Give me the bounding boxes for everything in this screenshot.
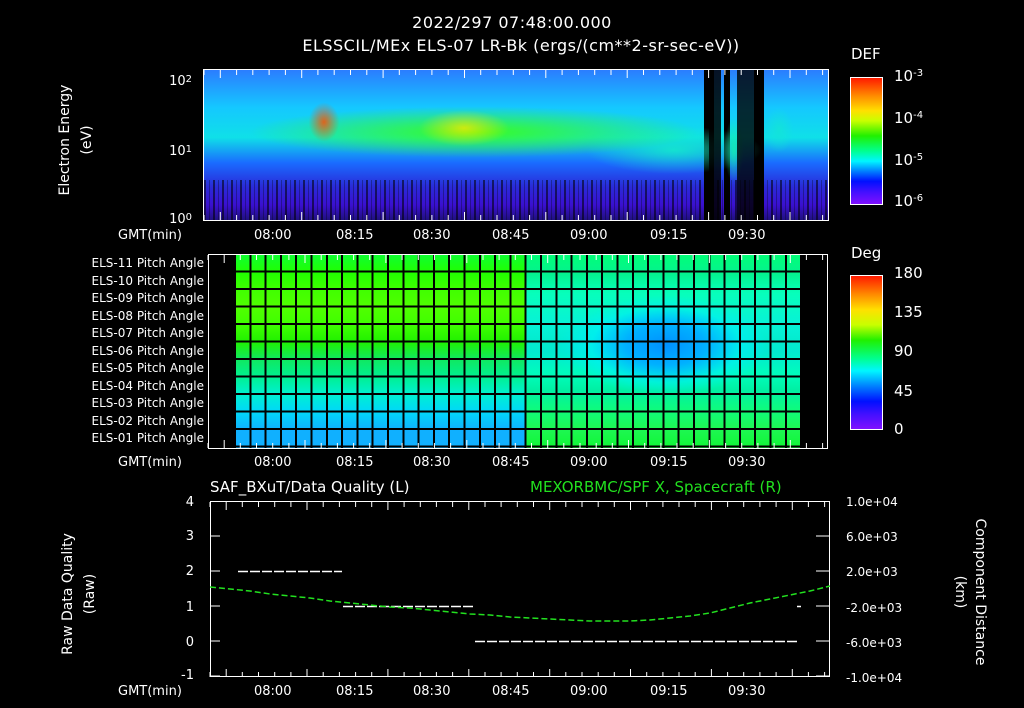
energy-ytick-10: 101 xyxy=(169,144,192,159)
deg-label-180: 180 xyxy=(894,264,923,282)
row-label-els-07: ELS-07 Pitch Angle xyxy=(91,326,204,340)
plot-subtitle: ELSSCIL/MEx ELS-07 LR-Bk (ergs/(cm**2-sr… xyxy=(302,36,740,55)
def-label-1e-3: 10-3 xyxy=(894,67,924,85)
left-minor-ticks xyxy=(210,501,830,677)
plot-timestamp: 2022/297 07:48:00.000 xyxy=(412,13,612,32)
deg-label-135: 135 xyxy=(894,303,923,321)
energy-plot-frame xyxy=(203,69,829,221)
def-colorbar xyxy=(850,77,883,205)
xaxis-label-p1: GMT(min) xyxy=(118,228,182,243)
spectrogram-gap-2 xyxy=(737,70,755,220)
row-label-els-01: ELS-01 Pitch Angle xyxy=(91,431,204,445)
row-label-els-10: ELS-10 Pitch Angle xyxy=(91,273,204,288)
pitch-grid-lines xyxy=(236,255,802,448)
def-label-1e-5: 10-5 xyxy=(894,151,924,169)
pitch-angle-plot-frame xyxy=(208,254,828,449)
panel3-right-title: MEXORBMC/SPF X, Spacecraft (R) xyxy=(530,478,782,496)
line-plot-svg xyxy=(210,501,830,677)
deg-colorbar-title: Deg xyxy=(851,244,882,262)
pitch-angle-grid[interactable] xyxy=(236,255,802,448)
pitch-angle-row-labels: ELS-11 Pitch Angle ELS-10 Pitch Angle EL… xyxy=(0,256,204,448)
energy-ytick-1: 100 xyxy=(169,212,192,227)
row-label-els-06: ELS-06 Pitch Angle xyxy=(91,343,204,358)
deg-colorbar xyxy=(850,275,883,430)
quality-series xyxy=(238,570,801,643)
spf-x-series xyxy=(210,585,830,622)
line-plot-frame[interactable] xyxy=(210,501,830,677)
row-label-els-08: ELS-08 Pitch Angle xyxy=(91,308,204,323)
row-label-els-04: ELS-04 Pitch Angle xyxy=(91,378,204,393)
def-label-1e-6: 10-6 xyxy=(894,192,924,210)
deg-label-45: 45 xyxy=(894,382,914,400)
row-label-els-02: ELS-02 Pitch Angle xyxy=(91,413,204,428)
def-label-1e-4: 10-4 xyxy=(894,109,924,127)
row-label-els-05: ELS-05 Pitch Angle xyxy=(91,361,204,375)
panel3-left-title: SAF_BXuT/Data Quality (L) xyxy=(210,478,410,496)
def-colorbar-title: DEF xyxy=(851,45,881,63)
spectrogram-gap-1 xyxy=(709,70,721,220)
row-label-els-11: ELS-11 Pitch Angle xyxy=(91,256,204,270)
energy-spectrogram[interactable] xyxy=(204,70,828,220)
energy-ytick-100: 102 xyxy=(169,74,192,89)
row-label-els-09: ELS-09 Pitch Angle xyxy=(91,291,204,305)
deg-label-90: 90 xyxy=(894,342,914,360)
spectrogram-noise-band xyxy=(204,180,828,220)
xaxis-label-p3: GMT(min) xyxy=(118,684,182,699)
row-label-els-03: ELS-03 Pitch Angle xyxy=(91,396,204,410)
xaxis-label-p2: GMT(min) xyxy=(118,455,182,470)
deg-label-0: 0 xyxy=(894,420,904,438)
